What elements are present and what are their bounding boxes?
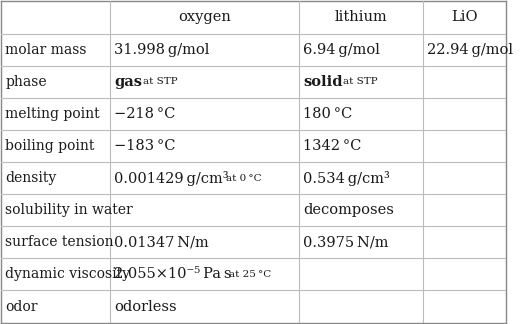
Text: −218 °C: −218 °C bbox=[114, 107, 175, 121]
Text: phase: phase bbox=[5, 75, 47, 89]
Text: 0.01347 N/m: 0.01347 N/m bbox=[114, 235, 208, 249]
Text: 31.998 g/mol: 31.998 g/mol bbox=[114, 42, 209, 57]
Text: at 0 °C: at 0 °C bbox=[226, 174, 261, 182]
Text: oxygen: oxygen bbox=[178, 10, 231, 24]
Text: 180 °C: 180 °C bbox=[303, 107, 352, 121]
Text: odor: odor bbox=[5, 300, 38, 314]
Text: lithium: lithium bbox=[334, 10, 387, 24]
Text: gas: gas bbox=[114, 75, 142, 89]
Text: at STP: at STP bbox=[343, 77, 378, 86]
Text: decomposes: decomposes bbox=[303, 203, 394, 217]
Text: 0.3975 N/m: 0.3975 N/m bbox=[303, 235, 389, 249]
Text: at STP: at STP bbox=[143, 77, 178, 86]
Text: molar mass: molar mass bbox=[5, 42, 87, 57]
Text: odorless: odorless bbox=[114, 300, 177, 314]
Text: 22.94 g/mol: 22.94 g/mol bbox=[427, 42, 513, 57]
Text: 0.534 g/cm³: 0.534 g/cm³ bbox=[303, 170, 390, 186]
Text: melting point: melting point bbox=[5, 107, 100, 121]
Text: 0.001429 g/cm³: 0.001429 g/cm³ bbox=[114, 170, 229, 186]
Text: −183 °C: −183 °C bbox=[114, 139, 176, 153]
Text: boiling point: boiling point bbox=[5, 139, 95, 153]
Text: dynamic viscosity: dynamic viscosity bbox=[5, 267, 131, 282]
Text: 6.94 g/mol: 6.94 g/mol bbox=[303, 42, 380, 57]
Text: 2.055×10⁻⁵ Pa s: 2.055×10⁻⁵ Pa s bbox=[114, 267, 231, 282]
Text: at 25 °C: at 25 °C bbox=[229, 270, 271, 279]
Text: solid: solid bbox=[303, 75, 343, 89]
Text: solubility in water: solubility in water bbox=[5, 203, 133, 217]
Text: LiO: LiO bbox=[451, 10, 478, 24]
Text: 1342 °C: 1342 °C bbox=[303, 139, 361, 153]
Text: density: density bbox=[5, 171, 57, 185]
Text: surface tension: surface tension bbox=[5, 235, 114, 249]
